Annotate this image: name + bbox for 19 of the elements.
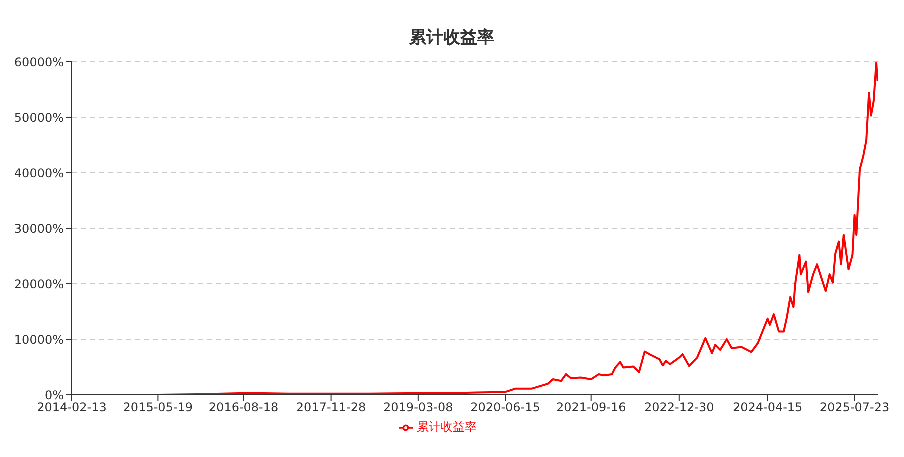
x-tick-label: 2024-04-15: [732, 400, 803, 415]
x-tick-label: 2025-07-23: [820, 400, 890, 415]
x-tick-label: 2022-12-30: [644, 400, 714, 415]
y-tick-label: 10000%: [14, 332, 64, 347]
y-tick-label: 0%: [44, 388, 64, 402]
y-tick-label: 40000%: [14, 166, 64, 180]
y-tick-label: 50000%: [14, 110, 64, 125]
y-tick-label: 30000%: [14, 222, 64, 236]
x-tick-label: 2014-02-13: [37, 400, 107, 415]
x-tick-label: 2021-09-16: [556, 400, 626, 415]
x-tick-label: 2017-11-28: [296, 400, 366, 415]
x-tick-label: 2015-05-19: [123, 400, 194, 415]
x-tick-label: 2019-03-08: [384, 400, 454, 415]
y-tick-label: 60000%: [14, 55, 64, 70]
y-tick-label: 20000%: [14, 277, 64, 292]
chart-title: 累计收益率: [408, 27, 496, 50]
legend-label: 累计收益率: [417, 420, 477, 434]
x-tick-label: 2016-08-18: [208, 400, 279, 415]
x-tick-label: 2020-06-15: [470, 400, 540, 415]
